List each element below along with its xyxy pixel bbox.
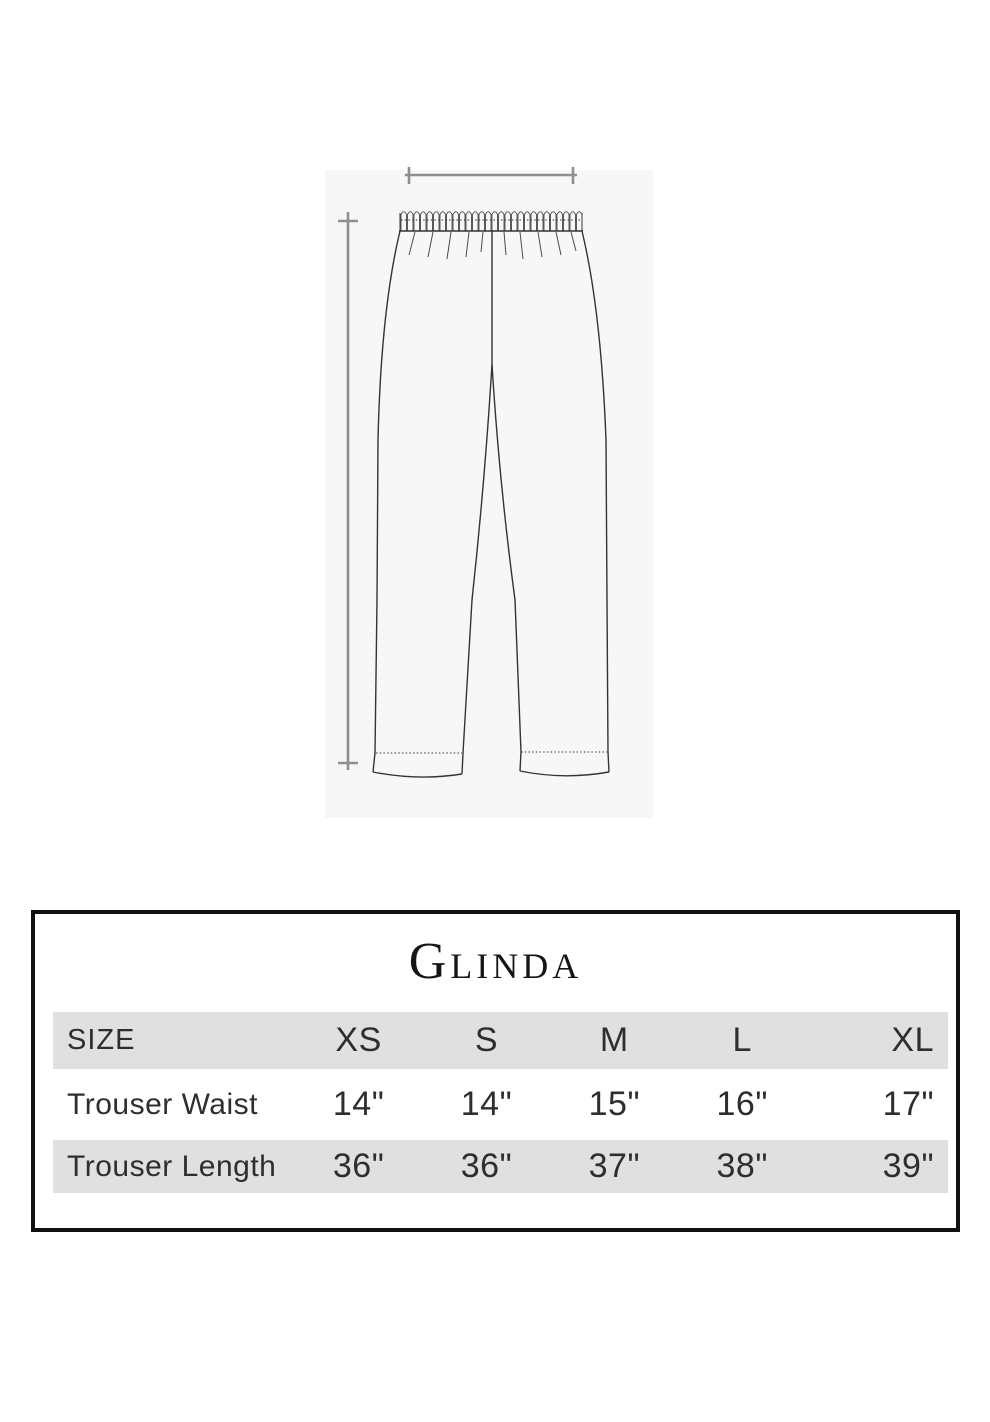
table-row-trouser-waist: Trouser Waist 14" 14" 15" 16" 17" [53,1069,948,1140]
header-size-xl: XL [891,1021,935,1059]
length-value-xs: 36" [332,1147,385,1185]
trouser-diagram [315,160,665,825]
row-label: Trouser Waist [67,1087,258,1121]
sketch-background [325,170,653,818]
header-size-xs: XS [335,1021,382,1059]
header-size-m: M [599,1021,629,1059]
size-table: SIZE XS S M L XL Trouser Waist 14" 14" 1… [53,1012,948,1193]
gather-lines [408,231,577,260]
waist-value-xs: 14" [332,1085,385,1123]
length-value-l: 38" [716,1147,768,1185]
chart-title: Glinda [408,933,583,990]
waist-value-xl: 17" [882,1085,935,1123]
waist-value-l: 16" [716,1085,768,1123]
header-size-l: L [732,1021,752,1059]
waist-dimension-line [405,167,577,184]
table-header-row: SIZE XS S M L XL [53,1012,948,1069]
size-chart: Glinda SIZE XS S M L XL Trouser Waist 14… [31,910,960,1232]
length-value-xl: 39" [882,1147,935,1185]
table-row-trouser-length: Trouser Length 36" 36" 37" 38" 39" [53,1140,948,1193]
trouser-outline [372,208,610,778]
header-size-label: SIZE [67,1024,136,1056]
length-value-m: 37" [588,1147,641,1185]
header-size-s: S [474,1021,499,1059]
waist-value-s: 14" [460,1085,513,1123]
trouser-sketch-svg [325,167,653,818]
waist-value-m: 15" [588,1085,641,1123]
row-label: Trouser Length [67,1149,277,1183]
length-value-s: 36" [460,1147,513,1185]
length-dimension-line [338,212,358,770]
